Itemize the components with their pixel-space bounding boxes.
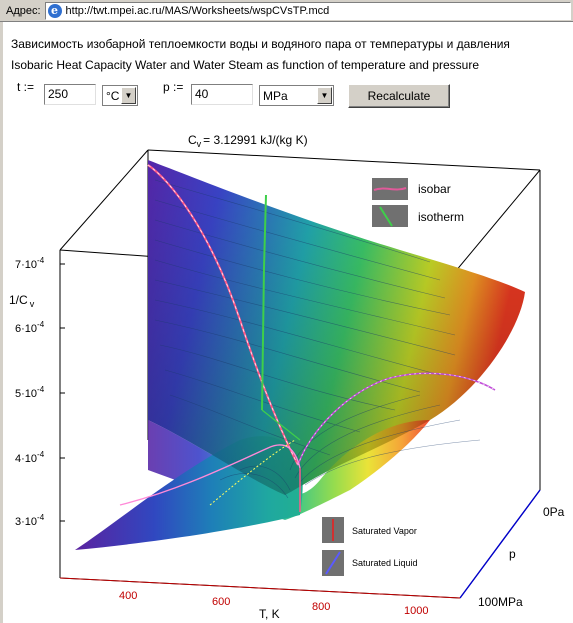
t-label: t :=	[17, 80, 35, 94]
address-bar: Адрес: e http://twt.mpei.ac.ru/MAS/Works…	[0, 0, 573, 22]
pressure-top-label: 0Pa	[543, 505, 565, 519]
temperature-unit-select[interactable]: °C ▼	[102, 85, 138, 106]
pressure-input[interactable]: 40	[191, 84, 253, 105]
isotherm-swatch	[372, 205, 408, 227]
temperature-unit-value: °C	[106, 88, 120, 103]
legend-top: isobar isotherm	[372, 178, 464, 227]
address-label: Адрес:	[6, 4, 41, 17]
isobar-swatch-line	[373, 187, 407, 191]
surface	[75, 160, 525, 550]
z-tick-label: 3·10-4	[15, 513, 45, 528]
legend-bottom: Saturated Vapor Saturated Liquid	[322, 517, 418, 576]
z-axis-label: 1/C v	[9, 293, 35, 309]
z-tick-label: 7·10-4	[15, 256, 45, 271]
url-field[interactable]: e http://twt.mpei.ac.ru/MAS/Worksheets/w…	[44, 1, 571, 20]
url-text: http://twt.mpei.ac.ru/MAS/Worksheets/wsp…	[65, 4, 330, 17]
pressure-unit-select[interactable]: MPa ▼	[259, 85, 334, 106]
dropdown-arrow-icon[interactable]: ▼	[317, 87, 332, 104]
temperature-axis-line	[59, 577, 461, 599]
x-tick-label: 1000	[404, 605, 428, 617]
x-axis-label: T, K	[259, 607, 280, 621]
pressure-axis-line	[459, 489, 541, 599]
z-tick-label: 6·10-4	[15, 320, 45, 335]
pressure-unit-value: MPa	[263, 88, 288, 103]
z-axis-ticks: 7·10-4 6·10-4 5·10-4 4·10-4 3·10-4	[15, 256, 45, 528]
z-tick-label: 4·10-4	[15, 450, 45, 465]
recalculate-button[interactable]: Recalculate	[348, 84, 450, 108]
x-tick-label: 800	[312, 601, 330, 613]
title-russian: Зависимость изобарной теплоемкости воды …	[11, 37, 510, 51]
legend-isotherm-label: isotherm	[418, 210, 464, 224]
pressure-axis-label: p	[509, 547, 516, 561]
x-axis-ticks: 400 600 800 1000	[119, 590, 428, 617]
p-label: p :=	[163, 80, 184, 94]
ie-page-icon: e	[47, 3, 62, 18]
pressure-bottom-label: 100MPa	[478, 595, 523, 609]
z-tick-marks	[60, 263, 65, 522]
legend-saturated-vapor-label: Saturated Vapor	[352, 526, 417, 536]
dropdown-arrow-icon[interactable]: ▼	[121, 87, 136, 104]
z-tick-label: 5·10-4	[15, 385, 45, 400]
temperature-input[interactable]: 250	[44, 84, 96, 105]
title-english: Isobaric Heat Capacity Water and Water S…	[11, 58, 479, 72]
legend-isobar-label: isobar	[418, 182, 451, 196]
x-tick-label: 400	[119, 590, 137, 602]
x-tick-label: 600	[212, 596, 230, 608]
legend-saturated-liquid-label: Saturated Liquid	[352, 558, 418, 568]
saturated-liquid-swatch-line	[325, 551, 341, 575]
cv-result-label: Cv = 3.12991 kJ/(kg K)	[188, 133, 308, 149]
isotherm-swatch-line	[379, 206, 393, 227]
